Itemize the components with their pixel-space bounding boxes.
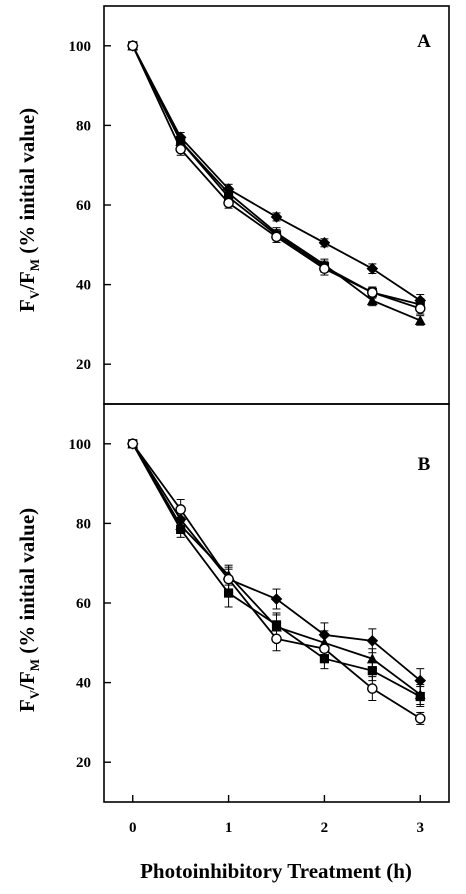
panel-b-y-axis-title: FV/FM (% initial value)	[15, 508, 42, 712]
panel-b-x-tick-label: 2	[321, 820, 329, 836]
panel-b-y-tick-label: 20	[76, 755, 91, 771]
panel-a-series-1-point	[366, 262, 379, 275]
panel-a-y-tick-label: 60	[76, 198, 91, 214]
panel-b-label: B	[418, 454, 431, 475]
panel-b-series-4-point	[414, 713, 426, 724]
panel-a-y-tick-label: 20	[76, 357, 91, 373]
panel-a-series-3-point	[366, 295, 378, 306]
panel-a-series-4-point	[271, 231, 282, 243]
panel-b-y-tick-label: 100	[69, 437, 92, 453]
panel-a-y-tick-label: 40	[76, 278, 91, 294]
panel-a-series-4-point	[367, 287, 378, 298]
panel-b-series-4-point	[223, 573, 234, 585]
panel-b-series-1-point	[414, 674, 427, 687]
panel-b-series-4-point	[175, 504, 186, 515]
panel-b-y-tick-label: 40	[76, 676, 91, 692]
panel-a-y-tick-label: 80	[76, 118, 91, 134]
panel-b-series-4-point	[271, 633, 282, 645]
panel-a-y-tick-label: 100	[69, 39, 92, 55]
panel-a-series-4-point	[175, 143, 186, 155]
panel-b-y-tick-label: 60	[76, 596, 91, 612]
panel-b-series-1-point	[318, 629, 331, 641]
panel-b-x-tick-label: 1	[225, 820, 233, 836]
panel-b-marks	[126, 438, 427, 725]
panel-a-series-4-point	[223, 197, 234, 209]
panel-b-series-2-point	[367, 666, 377, 676]
panel-a-y-ticks: 20 40 60 80 100	[69, 39, 111, 373]
panel-a-marks	[126, 40, 427, 326]
panel-b-series-4-point	[319, 643, 330, 655]
panel-b-series-3-point	[414, 689, 426, 700]
panel-b-x-tick-label: 3	[417, 820, 425, 836]
panel-b-series-4-point	[127, 438, 139, 450]
panel-a-y-axis-title-group: FV/FM (% initial value)	[15, 108, 42, 312]
panel-b-series-3-point	[175, 519, 187, 530]
panel-b-series-2-point	[223, 588, 234, 598]
panel-b: B 20 40 60 80 100 0 1 2 3	[69, 403, 450, 836]
panel-a-y-axis-title: FV/FM (% initial value)	[15, 108, 42, 312]
panel-b-series-1-point	[270, 593, 283, 605]
panel-b-series-1-point	[366, 635, 379, 647]
panel-a-series-4-point	[127, 40, 139, 52]
panel-a-series-4-point	[414, 303, 426, 314]
panel-b-series-1-point	[174, 513, 187, 526]
panel-a-series-1-point	[270, 211, 283, 223]
panel-b-series-3-point	[271, 621, 282, 632]
panel-a: A 20 40 60 80 100	[69, 5, 450, 405]
panel-b-x-ticks: 0 1 2 3	[129, 795, 424, 836]
x-axis-title: Photoinhibitory Treatment (h)	[140, 859, 412, 883]
panel-a-series-3-point	[175, 135, 187, 146]
panel-a-series-3-point	[223, 187, 234, 198]
panel-b-y-ticks: 20 40 60 80 100	[69, 437, 111, 771]
panel-a-label: A	[417, 31, 431, 52]
panel-b-y-tick-label: 80	[76, 516, 91, 532]
panel-b-series-4-point	[367, 683, 378, 694]
panel-a-series-3-point	[414, 315, 426, 326]
panel-b-x-tick-label: 0	[129, 820, 137, 836]
panel-b-y-axis-title-group: FV/FM (% initial value)	[15, 508, 42, 712]
panel-b-series-2-point	[319, 654, 330, 664]
panel-b-series-3-point	[366, 653, 378, 664]
panel-a-series-4-point	[319, 263, 330, 274]
panel-a-series-1-point	[318, 237, 331, 249]
